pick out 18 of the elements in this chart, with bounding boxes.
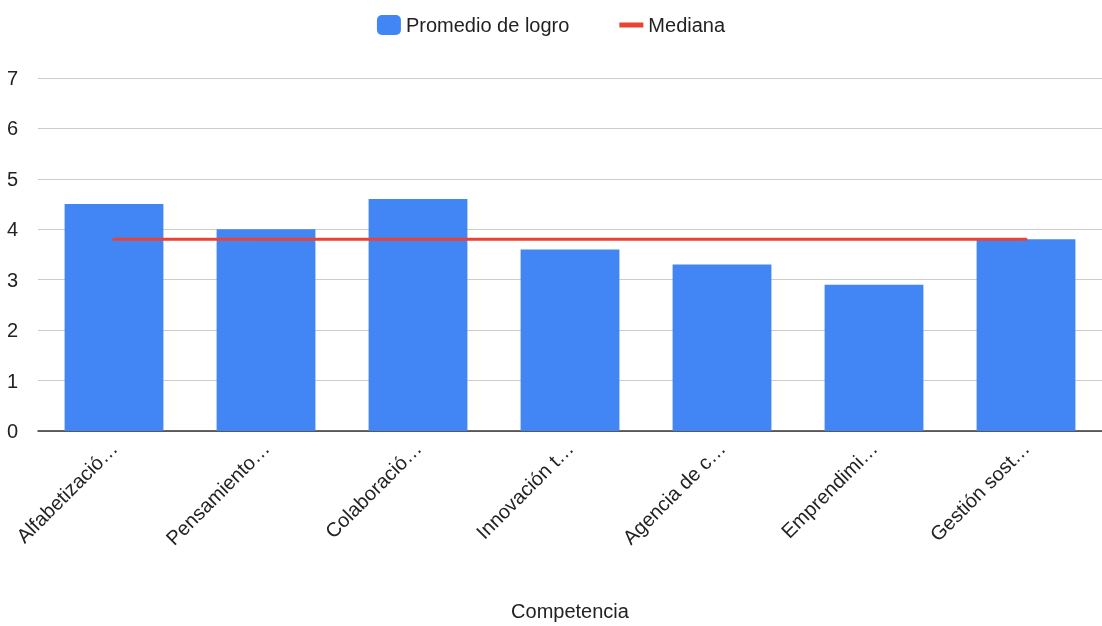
y-tick-label: 7 xyxy=(6,67,18,89)
bar xyxy=(672,264,772,431)
bar xyxy=(824,284,924,431)
bar xyxy=(520,249,620,431)
y-tick-label: 4 xyxy=(6,218,18,241)
y-tick-label: 0 xyxy=(6,420,18,442)
y-tick-label: 2 xyxy=(6,319,18,342)
bar xyxy=(368,199,468,431)
x-axis-title: Competencia xyxy=(511,600,630,622)
legend-label: Mediana xyxy=(648,14,726,36)
bar xyxy=(976,239,1076,431)
bar xyxy=(64,204,164,431)
y-tick-label: 3 xyxy=(6,268,18,291)
y-tick-label: 6 xyxy=(6,117,18,140)
bar xyxy=(216,229,316,431)
y-tick-label: 1 xyxy=(6,369,18,392)
y-tick-label: 5 xyxy=(6,167,18,190)
legend-label: Promedio de logro xyxy=(405,14,570,36)
